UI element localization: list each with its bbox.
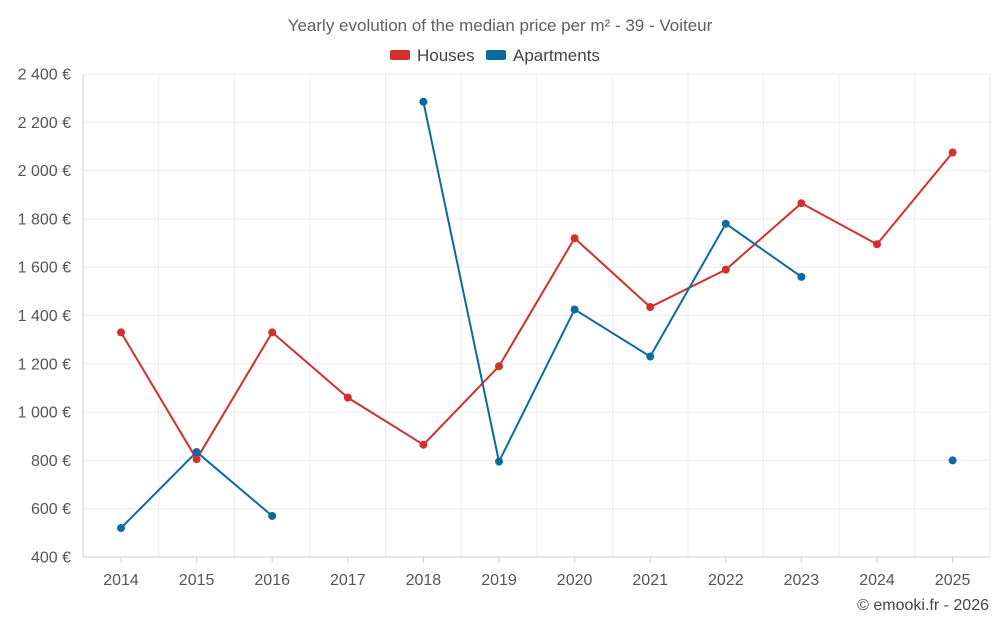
y-tick-label: 2 000 €: [18, 163, 71, 180]
series-houses: [117, 148, 957, 464]
data-point-apartments[interactable]: [495, 457, 503, 466]
data-point-houses[interactable]: [343, 393, 352, 402]
x-tick-label: 2017: [330, 572, 366, 589]
data-point-apartments[interactable]: [721, 219, 730, 228]
data-point-houses[interactable]: [797, 199, 806, 208]
y-tick-label: 400 €: [31, 550, 71, 567]
chart-title: Yearly evolution of the median price per…: [288, 16, 713, 35]
data-point-houses[interactable]: [419, 440, 428, 449]
y-tick-label: 2 200 €: [18, 115, 71, 132]
y-tick-label: 600 €: [31, 501, 71, 518]
data-point-apartments[interactable]: [419, 97, 428, 106]
data-point-houses[interactable]: [117, 328, 125, 337]
series-line-apartments: [120, 450, 274, 530]
x-tick-label: 2016: [254, 572, 290, 589]
x-tick-label: 2021: [632, 572, 668, 589]
legend-item-houses[interactable]: Houses: [390, 46, 475, 65]
y-tick-label: 2 400 €: [18, 67, 71, 84]
x-tick-label: 2023: [784, 572, 820, 589]
data-point-apartments[interactable]: [117, 524, 125, 533]
x-tick-label: 2015: [179, 572, 215, 589]
series-apartments: [117, 97, 957, 533]
y-tick-label: 1 400 €: [18, 308, 71, 325]
legend: Houses Apartments: [390, 46, 600, 65]
grid-lines: [82, 73, 991, 558]
data-point-houses[interactable]: [192, 455, 201, 464]
y-tick-label: 1 000 €: [18, 405, 71, 422]
data-point-houses[interactable]: [570, 234, 579, 243]
x-tick-label: 2014: [103, 572, 139, 589]
series-lines: [117, 97, 957, 533]
axes: 400 € 600 € 800 € 1 000 € 1 200 € 1 400 € 1 60…: [18, 67, 990, 589]
series-line-apartments: [422, 100, 803, 463]
data-point-houses[interactable]: [948, 148, 957, 157]
data-point-apartments[interactable]: [646, 352, 655, 361]
y-tick-label: 1 800 €: [18, 211, 71, 228]
credit-text: © emooki.fr - 2026: [857, 597, 989, 614]
data-point-apartments[interactable]: [192, 447, 201, 456]
data-point-apartments[interactable]: [570, 305, 579, 314]
legend-item-apartments[interactable]: Apartments: [486, 46, 600, 65]
legend-swatch-apartments: [486, 50, 506, 60]
y-tick-label: 1 600 €: [18, 260, 71, 277]
legend-swatch-houses: [390, 50, 410, 60]
data-point-apartments[interactable]: [797, 272, 806, 281]
x-tick-label: 2022: [708, 572, 744, 589]
data-point-houses[interactable]: [721, 265, 730, 274]
y-tick-label: 800 €: [31, 453, 71, 470]
x-tick-label: 2018: [406, 572, 442, 589]
data-point-houses[interactable]: [495, 362, 503, 371]
data-point-houses[interactable]: [646, 303, 655, 312]
x-tick-label: 2019: [481, 572, 517, 589]
data-point-houses[interactable]: [873, 240, 881, 249]
x-tick-label: 2025: [935, 572, 971, 589]
y-tick-label: 1 200 €: [18, 356, 71, 373]
legend-label-houses: Houses: [417, 46, 475, 65]
legend-label-apartments: Apartments: [513, 46, 600, 65]
x-tick-label: 2024: [859, 572, 895, 589]
data-point-apartments[interactable]: [268, 511, 277, 520]
data-point-apartments[interactable]: [948, 456, 957, 465]
data-point-houses[interactable]: [268, 328, 277, 337]
series-line-houses: [120, 151, 954, 461]
x-tick-label: 2020: [557, 572, 593, 589]
